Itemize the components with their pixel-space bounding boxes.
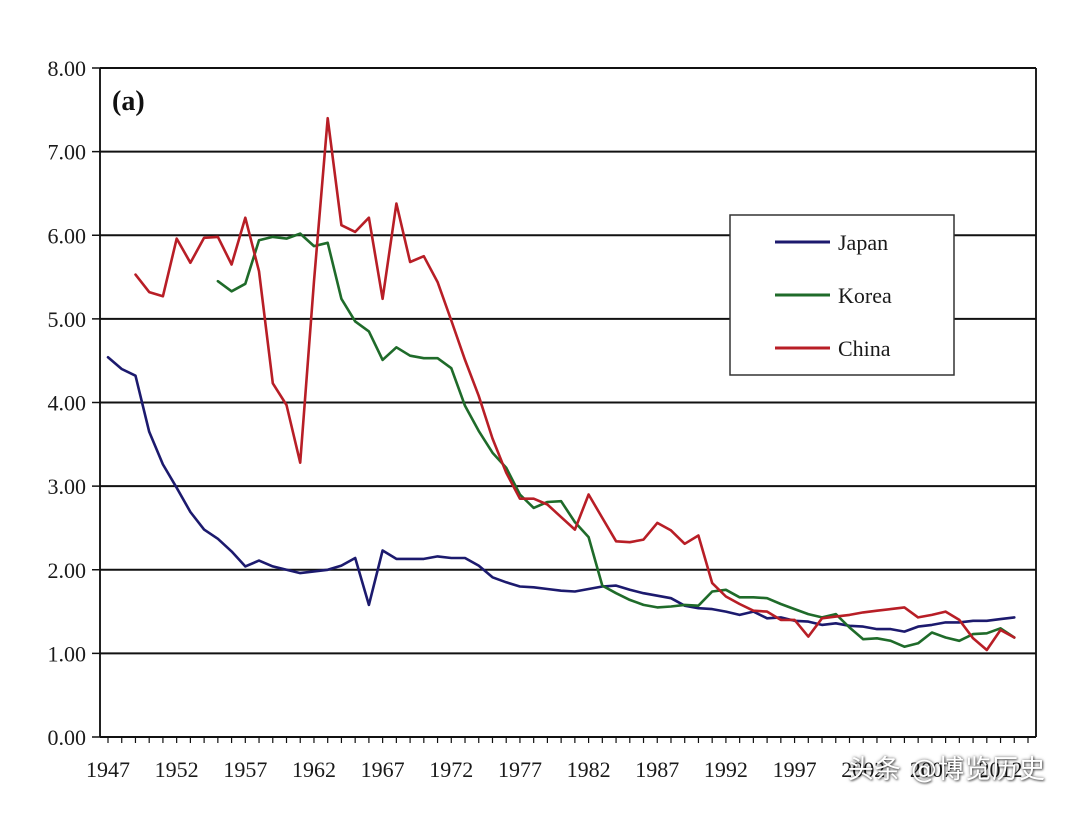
x-tick-label: 2007 [910, 757, 954, 782]
x-tick-label: 1987 [635, 757, 679, 782]
y-tick-label: 1.00 [48, 641, 87, 666]
legend-items: Japan Korea China [775, 230, 892, 361]
y-tick-label: 4.00 [48, 391, 87, 416]
panel-label: (a) [112, 86, 145, 117]
x-tick-label: 1977 [498, 757, 542, 782]
y-tick-label: 5.00 [48, 307, 87, 332]
legend-label-japan: Japan [838, 230, 888, 255]
y-tick-label: 7.00 [48, 140, 87, 165]
x-tick-label: 1997 [773, 757, 817, 782]
y-tick-label: 6.00 [48, 223, 87, 248]
x-tick-label: 1952 [155, 757, 199, 782]
watermark-text: 头条 @博览历史 [847, 755, 1046, 785]
x-tick-label: 2002 [841, 757, 885, 782]
x-tick-label: 1947 [86, 757, 130, 782]
legend-label-korea: Korea [838, 283, 892, 308]
legend: Japan Korea China [729, 214, 955, 376]
x-tick-label: 2012 [979, 757, 1023, 782]
y-tick-label: 8.00 [48, 56, 87, 81]
x-tick-label: 1962 [292, 757, 336, 782]
series-line-korea [216, 232, 1016, 649]
x-tick-label: 1957 [223, 757, 267, 782]
series-line-japan [106, 355, 1016, 633]
y-tick-label: 3.00 [48, 474, 87, 499]
x-tick-label: 1967 [361, 757, 405, 782]
x-tick-label: 1982 [567, 757, 611, 782]
x-tick-label: 1972 [429, 757, 473, 782]
series-line-china [134, 116, 1016, 652]
x-tick-label: 1992 [704, 757, 748, 782]
series-layer [106, 116, 1016, 652]
legend-box [729, 214, 955, 376]
y-tick-label: 2.00 [48, 558, 87, 583]
legend-label-china: China [838, 336, 891, 361]
y-tick-label: 0.00 [48, 725, 87, 750]
axis-layer: 0.00 1.00 2.00 3.00 4.00 5.00 6.00 7.00 8.00 1947… [48, 56, 1029, 782]
